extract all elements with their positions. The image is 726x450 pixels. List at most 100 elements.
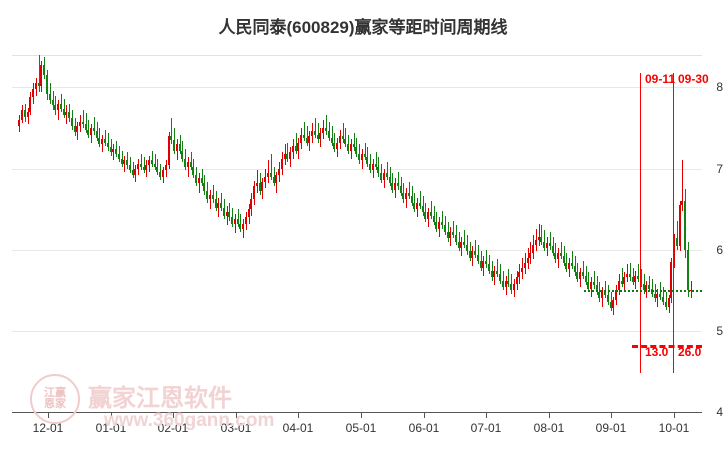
candle-body	[34, 83, 37, 90]
candle-body	[18, 119, 21, 127]
candle-body	[617, 280, 620, 291]
candle-body	[87, 129, 90, 135]
candle-wick	[541, 225, 542, 245]
candle-body	[573, 265, 576, 273]
candle-wick	[141, 153, 142, 171]
x-axis-line	[12, 412, 702, 413]
candle-body	[405, 192, 408, 200]
candle-wick	[119, 145, 120, 163]
x-axis-tick-mark	[48, 412, 49, 418]
candle-wick	[61, 93, 62, 112]
candle-wick	[180, 134, 181, 154]
candle-wick	[561, 241, 562, 260]
candle-body	[659, 293, 662, 297]
candle-body	[313, 131, 316, 135]
candle-body	[214, 199, 217, 208]
candle-wick	[420, 191, 421, 210]
candle-wick	[345, 128, 346, 148]
candle-wick	[271, 153, 272, 180]
candle-body	[322, 128, 325, 133]
candle-body	[247, 209, 250, 218]
candle-body	[23, 110, 26, 118]
candle-body	[595, 285, 598, 292]
y-axis-tick-8: 8	[716, 80, 723, 95]
candle-wick	[315, 118, 316, 138]
candle-body	[529, 252, 532, 258]
candle-body	[341, 136, 344, 140]
candle-body	[363, 153, 366, 158]
candle-body	[471, 251, 474, 258]
candle-body	[278, 168, 281, 176]
candle-body	[424, 212, 427, 219]
candle-body	[162, 170, 165, 177]
candle-wick	[348, 134, 349, 154]
candle-body	[159, 171, 162, 177]
candle-wick	[257, 170, 258, 193]
candle-body	[648, 285, 651, 289]
current-price-line	[640, 290, 702, 293]
candle-body	[62, 108, 65, 116]
candle-body	[239, 223, 242, 229]
candle-wick	[475, 239, 476, 258]
candle-wick	[486, 249, 487, 268]
cycle-line-2	[673, 73, 675, 373]
x-axis-tick-08-01: 08-01	[533, 421, 565, 435]
candle-body	[145, 165, 148, 171]
candle-wick	[221, 192, 222, 211]
candle-body	[261, 181, 264, 192]
candle-body	[104, 139, 106, 143]
y-axis-tick-7: 7	[716, 161, 723, 176]
candle-body	[512, 283, 515, 291]
candle-body	[142, 166, 145, 171]
candle-body	[476, 254, 479, 262]
candle-body	[675, 237, 678, 246]
candle-wick	[238, 209, 239, 227]
candle-wick	[630, 262, 631, 281]
candle-body	[537, 236, 540, 240]
candle-wick	[464, 230, 465, 249]
candle-wick	[213, 184, 214, 203]
candle-body	[300, 134, 303, 143]
candle-wick	[611, 291, 612, 312]
candle-body	[601, 291, 604, 299]
candle-body	[192, 166, 195, 176]
candle-wick	[199, 173, 200, 193]
candle-body	[68, 111, 71, 119]
candle-body	[452, 231, 455, 236]
gridline-6	[12, 249, 702, 251]
candle-body	[499, 274, 502, 281]
candle-body	[258, 183, 261, 192]
candle-body	[308, 136, 311, 143]
candle-body	[79, 121, 82, 127]
candle-body	[642, 283, 645, 291]
candle-body	[186, 162, 189, 167]
candle-body	[297, 142, 300, 151]
candle-body	[609, 301, 612, 309]
candle-wick	[539, 223, 540, 247]
candle-body	[628, 274, 631, 278]
cycle-value-label-2: 26.0	[678, 345, 702, 359]
candle-body	[65, 111, 68, 116]
candle-body	[211, 194, 214, 200]
candle-body	[336, 142, 339, 150]
x-axis-tick-mark	[361, 412, 362, 418]
gridline-8	[12, 87, 702, 89]
candle-wick	[398, 171, 399, 190]
candle-body	[615, 290, 618, 301]
cycle-value-label-1: 13.0	[645, 345, 669, 359]
candle-wick	[210, 189, 211, 210]
candle-wick	[235, 214, 236, 234]
candle-body	[543, 241, 546, 249]
plot-top-border	[12, 55, 702, 56]
candle-wick	[171, 118, 172, 145]
candle-body	[37, 83, 40, 86]
candle-body	[173, 140, 176, 151]
candle-body	[584, 275, 587, 283]
candle-body	[383, 173, 385, 180]
candle-body	[112, 149, 115, 153]
candle-body	[167, 136, 170, 166]
candle-wick	[50, 83, 51, 104]
candle-body	[57, 103, 60, 111]
candle-body	[427, 212, 430, 219]
candle-wick	[605, 280, 606, 299]
